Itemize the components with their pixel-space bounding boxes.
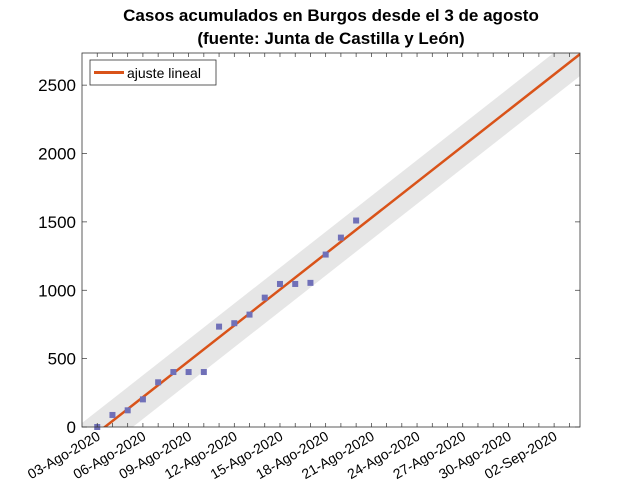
data-point <box>353 217 360 224</box>
data-point <box>307 279 314 286</box>
y-tick-label: 1000 <box>38 281 76 300</box>
data-point <box>185 369 192 376</box>
data-point <box>109 411 116 418</box>
data-point <box>200 369 207 376</box>
axes-box <box>81 52 581 428</box>
confidence-band <box>82 53 580 427</box>
data-point <box>216 323 223 330</box>
data-point <box>322 251 329 258</box>
data-point <box>231 320 238 327</box>
legend-label: ajuste lineal <box>127 65 201 81</box>
data-point <box>139 396 146 403</box>
y-tick-label: 2000 <box>38 145 76 164</box>
data-point <box>170 369 177 376</box>
data-point <box>261 294 268 301</box>
y-tick-label: 500 <box>48 350 76 369</box>
data-point <box>155 379 162 386</box>
y-tick-label: 2500 <box>38 76 76 95</box>
chart-title-line-1: Casos acumulados en Burgos desde el 3 de… <box>123 6 539 25</box>
chart-title-line-2: (fuente: Junta de Castilla y León) <box>197 29 465 48</box>
data-point <box>124 407 131 414</box>
data-point <box>292 280 299 287</box>
data-point <box>246 311 253 318</box>
fit-line <box>102 53 580 427</box>
y-tick-label: 0 <box>67 418 76 437</box>
y-tick-label: 1500 <box>38 213 76 232</box>
data-point <box>337 234 344 241</box>
data-point <box>276 280 283 287</box>
